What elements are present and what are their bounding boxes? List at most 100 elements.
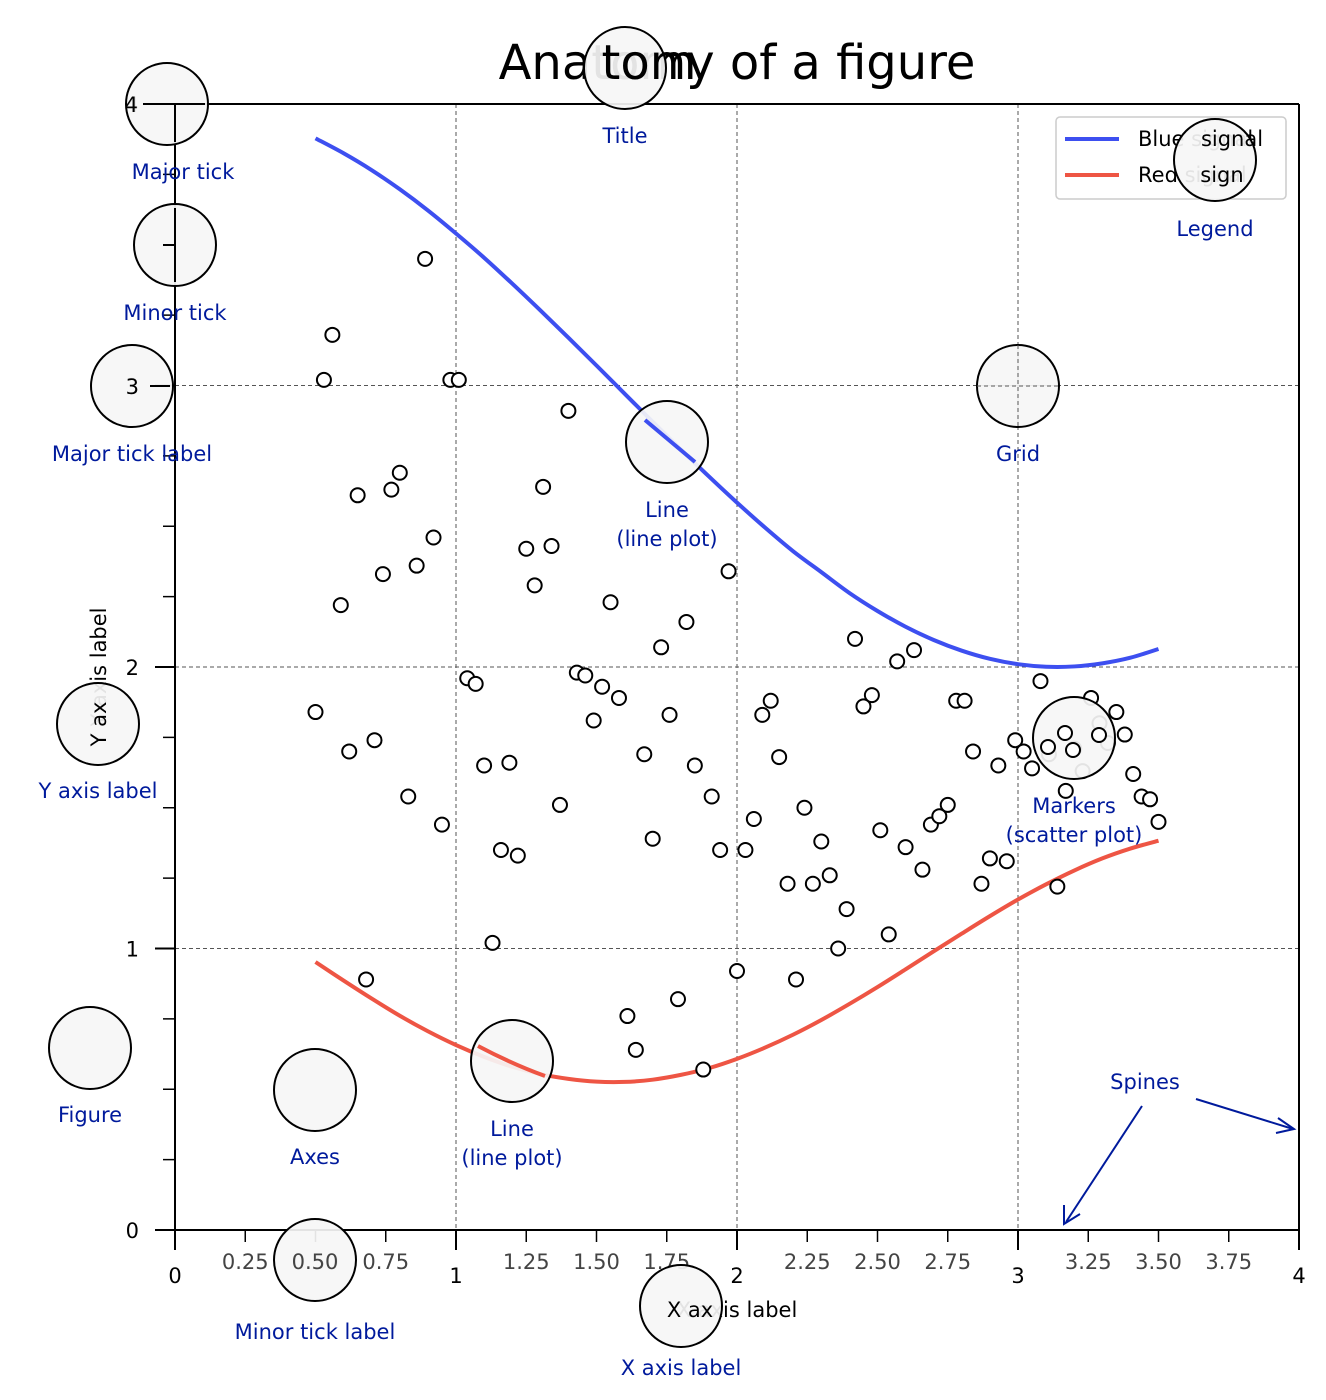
scatter-point — [476, 757, 493, 774]
anno-circle-figure — [48, 1006, 132, 1090]
scatter-point — [745, 811, 762, 828]
anno-label-legend: Legend — [1176, 217, 1253, 241]
scatter-point — [863, 687, 880, 704]
scatter-point — [492, 841, 509, 858]
scatter-point — [560, 402, 577, 419]
scatter-point — [956, 692, 973, 709]
x-major-tick-label: 0 — [168, 1264, 181, 1288]
scatter-point — [1142, 791, 1159, 808]
scatter-point — [332, 597, 349, 614]
scatter-point — [889, 653, 906, 670]
scatter-point — [1108, 704, 1125, 721]
scatter-point — [543, 537, 560, 554]
scatter-point — [931, 808, 948, 825]
anno-label-markers-1: Markers — [1032, 794, 1116, 818]
scatter-point — [729, 963, 745, 980]
scatter-point — [1116, 726, 1133, 743]
scatter-point — [433, 816, 450, 833]
anno-circle-grid — [976, 344, 1060, 428]
anno-label-figure: Figure — [58, 1103, 122, 1127]
y-major-tick-label: 2 — [126, 656, 139, 680]
magnified-scatter-point — [1091, 727, 1107, 743]
anno-label-y-axis-label: Y axis label — [37, 779, 157, 803]
scatter-point — [813, 833, 830, 850]
scatter-point — [1015, 743, 1032, 760]
scatter-point — [872, 822, 889, 839]
anno-circle-markers — [1032, 696, 1116, 780]
scatter-point — [1007, 732, 1024, 749]
scatter-point — [1049, 878, 1066, 895]
anno-circle-title — [583, 26, 667, 110]
scatter-point — [830, 940, 847, 957]
anno-label-major-tick-label: Major tick label — [52, 442, 212, 466]
x-major-tick-label: 4 — [1292, 1264, 1305, 1288]
magnified-blue-line — [643, 418, 697, 464]
scatter-point — [695, 1061, 712, 1078]
scatter-point — [720, 563, 737, 580]
annotations: 4 3 0.50 tom signal sign Y ax X ax — [48, 26, 1263, 1348]
magnified-legend-blue: signal — [1201, 127, 1263, 151]
scatter-point — [939, 796, 956, 813]
anno-label-spines: Spines — [1110, 1070, 1180, 1094]
scatter-point — [914, 861, 931, 878]
scatter-point — [686, 757, 703, 774]
x-major-tick-label: 2 — [730, 1264, 743, 1288]
scatter-point — [518, 540, 535, 557]
scatter-point — [408, 557, 425, 574]
anno-label-axes: Axes — [290, 1145, 340, 1169]
grid — [175, 104, 1299, 1230]
magnified-x-label: X ax — [667, 1298, 713, 1322]
scatter-point — [627, 1041, 644, 1058]
x-minor-tick-label: 2.25 — [784, 1250, 831, 1274]
scatter-point — [990, 757, 1007, 774]
magnified-y-label: Y ax — [87, 702, 111, 748]
scatter-point — [307, 704, 324, 721]
scatter-point — [585, 712, 602, 729]
anno-label-title: Title — [601, 124, 647, 148]
scatter-point — [509, 847, 526, 864]
scatter-point — [838, 901, 855, 918]
x-minor-tick-label: 2.50 — [854, 1250, 901, 1274]
x-minor-tick-label: 0.75 — [362, 1250, 409, 1274]
scatter-point — [1057, 782, 1074, 799]
scatter-point — [847, 630, 864, 647]
x-minor-tick-label: 0.25 — [222, 1250, 269, 1274]
scatter-point — [594, 678, 611, 695]
scatter-point — [855, 698, 872, 715]
scatter-point — [678, 613, 695, 630]
magnified-minor-tick-label: 0.50 — [292, 1250, 339, 1274]
series-layer — [314, 136, 1160, 1085]
scatter-point — [374, 566, 391, 583]
scatter-point — [897, 839, 914, 856]
scatter-point — [324, 326, 341, 343]
scatter-point — [400, 788, 417, 805]
scatter-point — [358, 971, 375, 988]
scatter-point — [669, 991, 686, 1008]
anno-circle-minor-tick-label — [273, 1218, 357, 1302]
scatter-point — [366, 732, 383, 749]
y-major-tick-label: 1 — [126, 938, 139, 962]
scatter-point — [788, 971, 805, 988]
scatter-point — [661, 706, 678, 723]
x-minor-tick-label: 3.25 — [1065, 1250, 1112, 1274]
x-major-tick-label: 1 — [449, 1264, 462, 1288]
scatter-point — [1125, 765, 1142, 782]
scatter-point — [391, 464, 408, 481]
magnified-red-line — [477, 1044, 546, 1078]
scatter-point — [754, 706, 771, 723]
scatter-point — [315, 371, 332, 388]
spines-arrow-bottom-head — [1063, 1205, 1081, 1226]
scatter-point — [880, 926, 897, 943]
anno-circle-x-axis-label — [639, 1264, 723, 1348]
scatter-point — [906, 642, 923, 659]
spines-arrow-right-head — [1275, 1117, 1297, 1134]
magnified-scatter-point — [1065, 742, 1081, 758]
scatter-point — [821, 867, 838, 884]
scatter-point — [551, 796, 568, 813]
series-line-red-signal — [314, 838, 1160, 1085]
anno-circle-line-top — [625, 400, 709, 484]
scatter-point — [619, 1008, 636, 1025]
x-minor-tick-label: 2.75 — [924, 1250, 971, 1274]
scatter-point — [703, 788, 720, 805]
